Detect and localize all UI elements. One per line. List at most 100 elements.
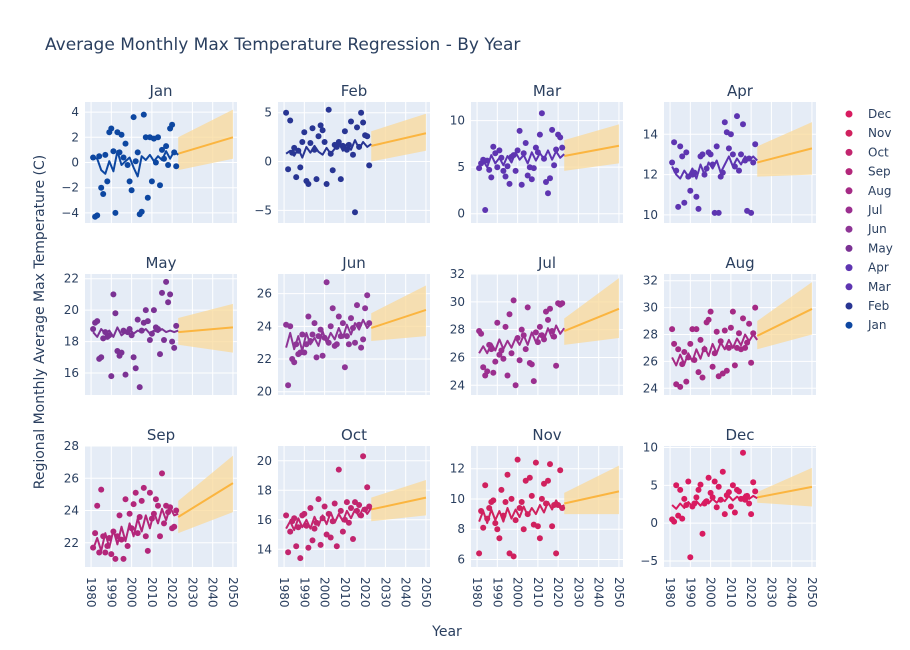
data-point [476, 165, 483, 172]
data-point [557, 134, 564, 141]
data-point [350, 151, 356, 158]
data-point [512, 382, 519, 389]
data-point [482, 482, 489, 489]
data-point [512, 167, 519, 174]
data-point [711, 350, 718, 357]
legend-item-feb[interactable]: Feb [845, 299, 890, 313]
data-point [707, 151, 714, 158]
data-point [126, 326, 133, 332]
data-point [366, 320, 373, 327]
forecast-line [177, 482, 234, 518]
data-point [102, 549, 109, 556]
data-point [348, 118, 354, 125]
y-tick-label: 28 [450, 323, 465, 337]
data-point [740, 121, 746, 128]
legend-item-nov[interactable]: Nov [845, 126, 892, 140]
data-point [695, 369, 702, 376]
y-tick-label: 24 [643, 381, 658, 395]
data-point [705, 474, 712, 481]
data-point [293, 174, 300, 181]
data-point [148, 515, 155, 522]
data-point [549, 523, 556, 530]
data-point [295, 524, 302, 531]
legend-item-aug[interactable]: Aug [845, 184, 892, 198]
fitted-line [285, 139, 372, 159]
forecast-line [564, 490, 620, 505]
panel-nov: 6 8 10 12 1980 1990 2000 2010 2020 2030 2040 2050 No… [450, 426, 626, 608]
data-point [345, 141, 352, 148]
y-tick-label: 18 [64, 335, 79, 349]
legend-marker [845, 321, 853, 329]
data-point [335, 466, 342, 473]
panel-mar: 0 5 10 Mar [450, 82, 623, 223]
legend-item-sep[interactable]: Sep [845, 165, 891, 179]
data-point [167, 504, 174, 511]
data-point [520, 150, 527, 157]
data-point [348, 505, 354, 511]
y-tick-label: 24 [450, 378, 465, 392]
data-point [717, 338, 724, 345]
data-point [337, 333, 344, 340]
panel-title: Sep [147, 426, 175, 444]
data-point [532, 459, 539, 466]
legend[interactable]: Dec Nov Oct Sep Aug Jul Jun May Apr Mar Feb Jan [845, 107, 893, 332]
data-point [742, 344, 749, 351]
panel-title: Feb [341, 82, 368, 100]
y-tick-label: 10 [450, 492, 465, 506]
legend-item-may[interactable]: May [845, 241, 893, 255]
data-point [352, 339, 358, 346]
legend-item-mar[interactable]: Mar [845, 280, 891, 294]
data-point [341, 128, 348, 135]
data-point [343, 499, 350, 506]
data-point [325, 339, 332, 346]
data-point [323, 181, 330, 187]
data-point [106, 535, 113, 541]
y-tick-label: 10 [643, 441, 658, 455]
data-point [532, 144, 539, 151]
data-point [506, 550, 513, 557]
data-point [297, 164, 304, 171]
data-point [545, 477, 551, 484]
x-tick-label: 2050 [226, 577, 240, 608]
data-point [140, 484, 147, 491]
data-point [321, 503, 328, 510]
data-point [345, 341, 352, 348]
x-tick-label: 1980 [470, 577, 484, 608]
data-point [559, 144, 566, 151]
data-point [551, 162, 558, 169]
data-point [524, 172, 531, 179]
legend-item-jul[interactable]: Jul [845, 203, 883, 217]
data-point [699, 374, 706, 381]
data-point [486, 166, 493, 173]
data-point [484, 515, 491, 522]
data-point [114, 533, 121, 540]
legend-item-apr[interactable]: Apr [845, 261, 889, 275]
data-point [748, 511, 755, 518]
data-point [152, 159, 159, 166]
data-point [736, 330, 742, 337]
data-point [339, 320, 346, 327]
y-tick-label: 20 [64, 303, 79, 317]
legend-item-jan[interactable]: Jan [845, 318, 887, 332]
data-point [309, 537, 316, 544]
legend-item-oct[interactable]: Oct [845, 145, 890, 159]
panel-jun: 20 22 24 26 Jun [257, 254, 430, 399]
legend-item-jun[interactable]: Jun [845, 222, 887, 236]
data-point [699, 530, 706, 537]
y-axis-title: Regional Monthly Average Max Temperature… [32, 155, 48, 490]
panel-title: Jun [341, 254, 365, 272]
data-point [321, 334, 328, 341]
legend-item-dec[interactable]: Dec [845, 107, 892, 121]
data-point [502, 499, 509, 505]
data-point [317, 122, 324, 129]
data-point [673, 167, 680, 174]
data-point [366, 162, 373, 169]
data-point [703, 165, 710, 172]
data-point [693, 193, 700, 200]
data-point [104, 178, 111, 185]
data-point [502, 323, 509, 330]
data-point [691, 169, 698, 176]
y-tick-label: 12 [450, 462, 465, 476]
data-point [317, 541, 324, 548]
legend-marker [845, 129, 853, 137]
